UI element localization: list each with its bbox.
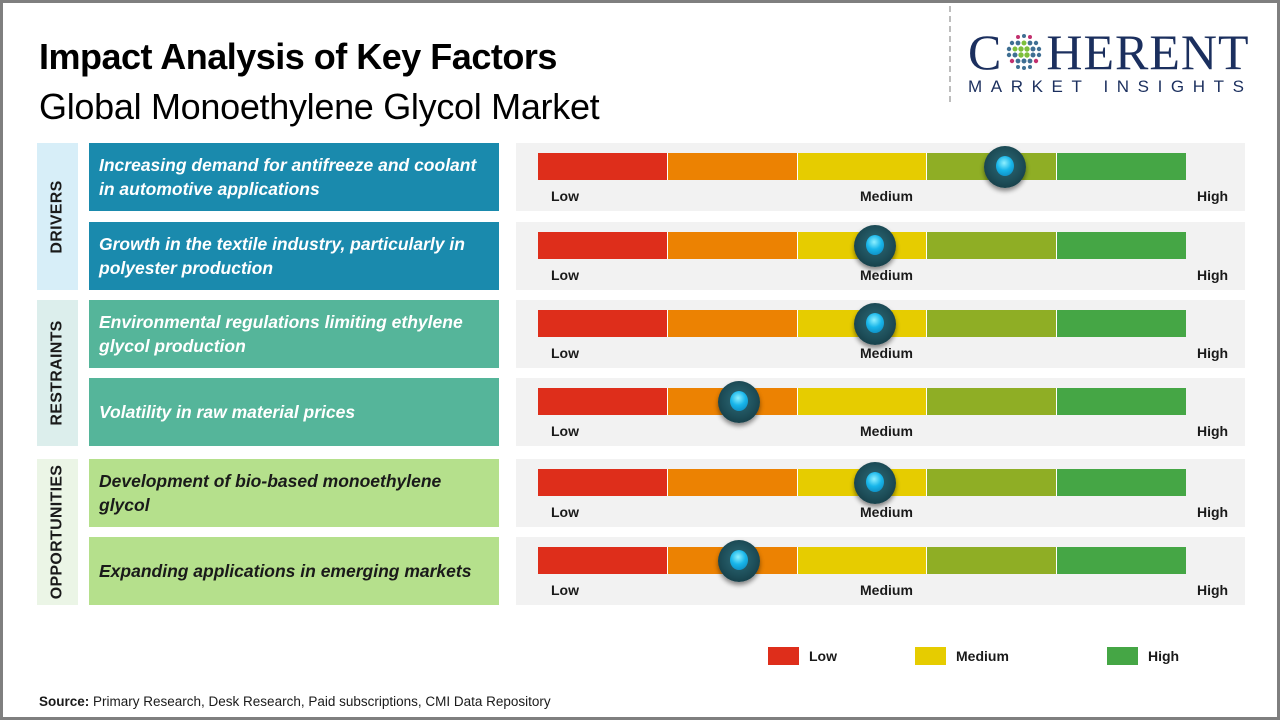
company-logo: C HERENT MARKET INSIGHTS xyxy=(968,24,1260,97)
factor-box: Environmental regulations limiting ethyl… xyxy=(89,300,499,368)
impact-gauge: Low Medium High xyxy=(516,459,1245,527)
gauge-knob-icon xyxy=(717,381,760,423)
gauge-bar xyxy=(538,388,1186,415)
legend-item-low: Low xyxy=(768,647,837,665)
legend-item-medium: Medium xyxy=(915,647,1009,665)
category-label: RESTRAINTS xyxy=(48,320,66,426)
gauge-bar xyxy=(538,547,1186,574)
gauge-label-medium: Medium xyxy=(860,267,913,283)
gauge-label-medium: Medium xyxy=(860,423,913,439)
gauge-label-low: Low xyxy=(551,188,579,204)
gauge-segment xyxy=(927,310,1058,337)
gauge-label-high: High xyxy=(1197,423,1229,439)
gauge-label-high: High xyxy=(1197,345,1229,361)
factor-box: Volatility in raw material prices xyxy=(89,378,499,446)
source-note: Source: Primary Research, Desk Research,… xyxy=(39,694,551,709)
logo-divider xyxy=(949,6,951,102)
gauge-segment xyxy=(538,388,668,415)
legend-label: Medium xyxy=(956,648,1009,664)
gauge-bar xyxy=(538,469,1186,496)
gauge-segment xyxy=(927,547,1058,574)
source-text: Primary Research, Desk Research, Paid su… xyxy=(89,694,551,709)
gauge-segment xyxy=(667,153,798,180)
gauge-bar xyxy=(538,153,1186,180)
legend-label: High xyxy=(1148,648,1180,664)
gauge-segment xyxy=(538,547,668,574)
gauge-segment xyxy=(667,310,798,337)
impact-gauge: Low Medium High xyxy=(516,222,1245,290)
legend-swatch xyxy=(915,647,946,665)
gauge-segment xyxy=(667,232,798,259)
legend-item-high: High xyxy=(1107,647,1179,665)
logo-wordmark: HERENT xyxy=(1046,24,1250,80)
impact-gauge: Low Medium High xyxy=(516,378,1245,446)
gauge-segment xyxy=(538,153,668,180)
gauge-segment xyxy=(927,232,1058,259)
factor-box: Increasing demand for antifreeze and coo… xyxy=(89,143,499,211)
gauge-segment xyxy=(1057,310,1186,337)
gauge-label-high: High xyxy=(1197,267,1229,283)
gauge-segment xyxy=(797,547,928,574)
impact-gauge: Low Medium High xyxy=(516,300,1245,368)
gauge-segment xyxy=(927,469,1058,496)
gauge-segment xyxy=(1057,469,1186,496)
factor-box: Expanding applications in emerging marke… xyxy=(89,537,499,605)
gauge-knob-icon xyxy=(853,303,896,345)
gauge-label-medium: Medium xyxy=(860,504,913,520)
legend-swatch xyxy=(768,647,799,665)
gauge-label-medium: Medium xyxy=(860,582,913,598)
gauge-label-high: High xyxy=(1197,504,1229,520)
logo-letter-c: C xyxy=(968,24,1003,80)
gauge-knob-icon xyxy=(853,462,896,504)
logo-tagline: MARKET INSIGHTS xyxy=(968,77,1253,96)
legend-swatch xyxy=(1107,647,1138,665)
gauge-segment xyxy=(797,388,928,415)
gauge-segment xyxy=(538,232,668,259)
gauge-knob-icon xyxy=(717,540,760,582)
gauge-knob-icon xyxy=(983,146,1026,188)
gauge-label-low: Low xyxy=(551,582,579,598)
gauge-label-high: High xyxy=(1197,582,1229,598)
gauge-segment xyxy=(797,153,928,180)
category-label: DRIVERS xyxy=(48,179,66,254)
gauge-label-low: Low xyxy=(551,423,579,439)
gauge-label-low: Low xyxy=(551,345,579,361)
page-title: Impact Analysis of Key Factors xyxy=(39,36,557,77)
category-drivers: DRIVERS xyxy=(37,143,78,290)
gauge-segment xyxy=(1057,153,1186,180)
source-prefix: Source: xyxy=(39,694,90,709)
factor-box: Development of bio-based monoethylene gl… xyxy=(89,459,499,527)
page-subtitle: Global Monoethylene Glycol Market xyxy=(39,86,600,127)
gauge-segment xyxy=(927,388,1058,415)
gauge-label-medium: Medium xyxy=(860,188,913,204)
category-opportunities: OPPORTUNITIES xyxy=(37,459,78,605)
gauge-segment xyxy=(538,469,668,496)
gauge-segment xyxy=(1057,547,1186,574)
gauge-label-medium: Medium xyxy=(860,345,913,361)
category-restraints: RESTRAINTS xyxy=(37,300,78,446)
gauge-label-low: Low xyxy=(551,504,579,520)
impact-gauge: Low Medium High xyxy=(516,143,1245,211)
impact-gauge: Low Medium High xyxy=(516,537,1245,605)
legend-label: Low xyxy=(809,648,837,664)
gauge-segment xyxy=(1057,232,1186,259)
gauge-label-low: Low xyxy=(551,267,579,283)
gauge-segment xyxy=(538,310,668,337)
gauge-knob-icon xyxy=(853,225,896,267)
category-label: OPPORTUNITIES xyxy=(48,464,66,600)
factor-box: Growth in the textile industry, particul… xyxy=(89,222,499,290)
gauge-segment xyxy=(667,469,798,496)
gauge-segment xyxy=(1057,388,1186,415)
gauge-label-high: High xyxy=(1197,188,1229,204)
globe-dots-icon xyxy=(1007,34,1042,70)
